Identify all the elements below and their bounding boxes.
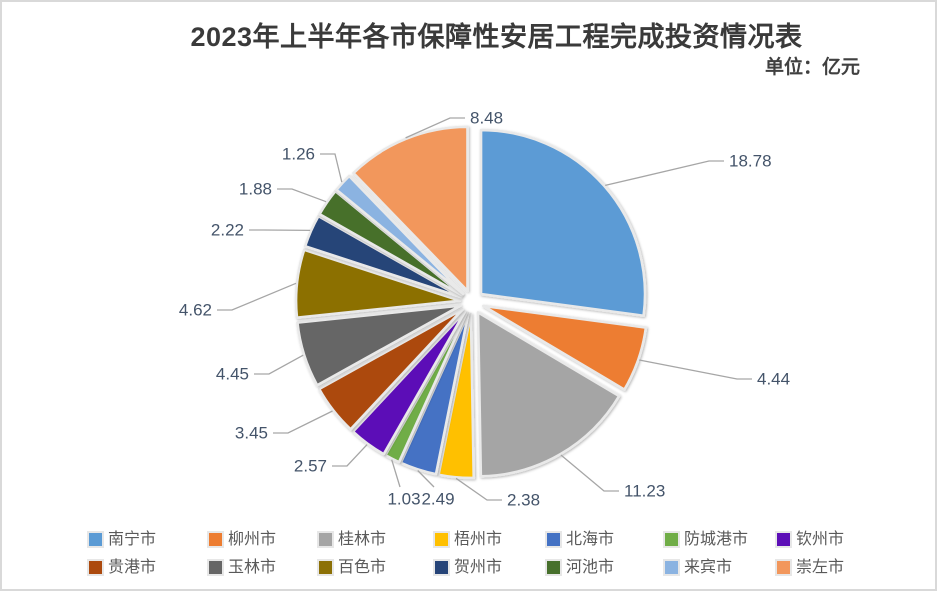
- legend-swatch: [435, 561, 448, 574]
- legend-item-贵港市[interactable]: 贵港市: [89, 559, 156, 576]
- legend-label: 南宁市: [108, 531, 157, 548]
- legend-label: 贵港市: [108, 559, 157, 576]
- legend-item-来宾市[interactable]: 来宾市: [665, 559, 732, 576]
- leader-line: [217, 282, 297, 311]
- data-labels: 18.78 4.44 11.23 2.38 2.491.03 2.57 3.45 4.45 4.…: [179, 109, 790, 510]
- legend-item-玉林市[interactable]: 玉林市: [209, 559, 276, 576]
- legend-label: 北海市: [566, 531, 615, 548]
- legend-item-贺州市[interactable]: 贺州市: [435, 559, 502, 576]
- pie-slice-玉林市[interactable]: [296, 304, 462, 387]
- pie-slice-钦州市[interactable]: [351, 310, 467, 456]
- legend-swatch: [209, 533, 222, 546]
- pie-slice-百色市[interactable]: [294, 248, 462, 319]
- leader-lines: [217, 117, 752, 501]
- data-label: 4.45: [216, 365, 249, 384]
- pie-slices: [294, 125, 648, 480]
- legend-label: 河池市: [566, 559, 615, 576]
- data-label: 18.78: [729, 152, 772, 171]
- legend-swatch: [89, 533, 102, 546]
- data-label: 2.22: [211, 221, 244, 240]
- leader-line: [455, 477, 502, 501]
- legend-label: 柳州市: [228, 531, 277, 548]
- legend-item-南宁市[interactable]: 南宁市: [89, 531, 156, 548]
- legend-swatch: [319, 533, 332, 546]
- legend-item-崇左市[interactable]: 崇左市: [777, 559, 844, 576]
- leader-line: [273, 410, 333, 434]
- data-label: 2.38: [507, 491, 540, 510]
- legend-label: 百色市: [338, 559, 387, 576]
- legend-label: 来宾市: [684, 559, 733, 576]
- data-label: 2.57: [294, 457, 327, 476]
- legend-item-河池市[interactable]: 河池市: [547, 559, 614, 576]
- leader-line: [417, 470, 435, 488]
- data-label: 1.26: [282, 145, 315, 164]
- unit-label: 单位：亿元: [764, 57, 860, 78]
- leader-line: [320, 153, 343, 183]
- legend-item-北海市[interactable]: 北海市: [547, 531, 614, 548]
- legend-label: 防城港市: [684, 531, 749, 548]
- leader-line: [560, 454, 619, 492]
- legend-swatch: [89, 561, 102, 574]
- chart-title: 2023年上半年各市保障性安居工程完成投资情况表: [190, 22, 803, 52]
- pie-slice-梧州市[interactable]: [437, 312, 476, 480]
- legend-swatch: [665, 533, 678, 546]
- pie-slice-桂林市[interactable]: [476, 311, 621, 478]
- pie-slice-南宁市[interactable]: [479, 128, 647, 318]
- legend-label: 贺州市: [454, 559, 503, 576]
- pie-slice-防城港市[interactable]: [384, 311, 468, 464]
- pie-slice-贺州市[interactable]: [303, 214, 463, 299]
- pie-slice-北海市[interactable]: [399, 312, 470, 476]
- leader-line: [332, 444, 368, 467]
- leader-line: [605, 160, 724, 187]
- legend-label: 崇左市: [796, 559, 845, 576]
- legend-swatch: [209, 561, 222, 574]
- legend-label: 梧州市: [454, 531, 503, 548]
- legend-swatch: [435, 533, 448, 546]
- legend-item-百色市[interactable]: 百色市: [319, 559, 386, 576]
- leader-line: [277, 188, 327, 203]
- legend-item-桂林市[interactable]: 桂林市: [319, 531, 386, 548]
- data-label: 3.45: [235, 424, 268, 443]
- data-label: 2.49: [421, 490, 454, 509]
- leader-line: [639, 359, 752, 380]
- data-label: 4.62: [179, 301, 212, 320]
- legend-swatch: [777, 533, 790, 546]
- legend-item-梧州市[interactable]: 梧州市: [435, 531, 502, 548]
- legend-item-钦州市[interactable]: 钦州市: [777, 531, 844, 548]
- legend-item-防城港市[interactable]: 防城港市: [665, 531, 748, 548]
- pie-slice-柳州市[interactable]: [482, 304, 648, 391]
- legend-swatch: [547, 561, 560, 574]
- legend-swatch: [665, 561, 678, 574]
- pie-slice-来宾市[interactable]: [335, 174, 465, 296]
- leader-line: [405, 117, 465, 139]
- pie-slice-河池市[interactable]: [318, 189, 464, 297]
- legend-label: 玉林市: [228, 559, 277, 576]
- legend-item-柳州市[interactable]: 柳州市: [209, 531, 276, 548]
- leader-line: [254, 354, 304, 375]
- legend-label: 钦州市: [796, 531, 845, 548]
- legend-swatch: [777, 561, 790, 574]
- data-label: 1.03: [387, 490, 420, 509]
- legend-swatch: [547, 533, 560, 546]
- pie-slice-贵港市[interactable]: [317, 308, 464, 431]
- pie-slice-崇左市[interactable]: [352, 125, 469, 293]
- legend-swatch: [319, 561, 332, 574]
- data-label: 11.23: [624, 482, 665, 501]
- data-label: 8.48: [470, 109, 503, 128]
- data-label: 1.88: [239, 180, 272, 199]
- data-label: 4.44: [757, 370, 790, 389]
- leader-line: [391, 459, 401, 488]
- legend-label: 桂林市: [338, 531, 387, 548]
